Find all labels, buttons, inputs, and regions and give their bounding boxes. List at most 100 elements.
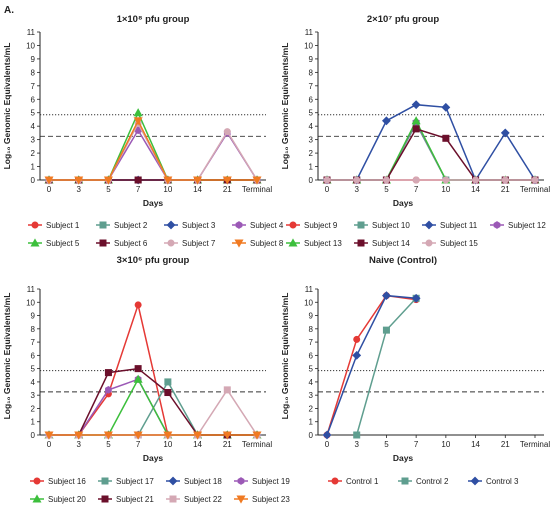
legend-item: Subject 2 xyxy=(96,221,148,230)
data-point xyxy=(382,116,391,126)
series-control-1 xyxy=(323,292,420,439)
x-tick-label: 7 xyxy=(414,440,419,449)
series-line xyxy=(49,119,257,181)
plot-layer: 0 1 2 3 4 5 6 7 8 9 10 11 0 3 5 7 10 14 21 Terminal xyxy=(304,285,550,449)
y-tick-label: 2 xyxy=(309,404,314,413)
y-tick-label: 11 xyxy=(305,28,314,37)
legend-label: Control 3 xyxy=(486,477,519,486)
x-axis-label: Days xyxy=(143,198,164,208)
x-tick-label: 5 xyxy=(384,185,389,194)
series-line xyxy=(49,302,257,436)
data-point xyxy=(193,431,203,440)
legend-marker xyxy=(357,221,365,229)
legend-item: Subject 21 xyxy=(98,495,154,504)
y-tick-label: 0 xyxy=(309,176,314,185)
x-tick-label: 7 xyxy=(414,185,419,194)
data-point xyxy=(105,386,112,394)
x-tick-label: 5 xyxy=(384,440,389,449)
series-subject-11 xyxy=(322,100,540,185)
legend-item: Subject 7 xyxy=(164,239,216,248)
legend-item: Subject 22 xyxy=(166,495,222,504)
y-tick-label: 4 xyxy=(31,378,36,387)
data-point xyxy=(133,431,143,440)
x-tick-label: 0 xyxy=(47,440,52,449)
y-tick-label: 3 xyxy=(31,391,36,400)
series-line xyxy=(327,119,535,181)
legend-label: Subject 13 xyxy=(304,239,342,248)
legend: Subject 9 Subject 10 Subject 11 Subject 12 S… xyxy=(286,220,546,248)
plot-layer: 0 1 2 3 4 5 6 7 8 9 10 11 0 3 5 7 10 14 21 Terminal xyxy=(26,285,272,449)
data-point xyxy=(411,100,421,110)
legend-marker xyxy=(168,476,178,486)
data-point xyxy=(441,102,451,112)
y-tick-label: 3 xyxy=(31,136,36,145)
data-point xyxy=(164,389,172,397)
y-axis-label: Log₁₀ Genomic Equivalents/mL xyxy=(280,43,290,170)
y-tick-label: 0 xyxy=(31,431,36,440)
y-tick-label: 11 xyxy=(27,28,36,37)
data-point xyxy=(501,176,509,184)
x-tick-label: 3 xyxy=(76,440,81,449)
y-tick-label: 1 xyxy=(31,418,36,427)
legend-marker xyxy=(401,477,409,485)
series-control-2 xyxy=(353,294,420,439)
y-tick-label: 10 xyxy=(304,298,313,307)
data-point xyxy=(252,176,262,185)
y-tick-label: 5 xyxy=(31,365,36,374)
legend-label: Subject 12 xyxy=(508,221,546,230)
legend-marker xyxy=(289,221,297,229)
y-tick-label: 0 xyxy=(309,431,314,440)
series-subject-15 xyxy=(323,176,539,184)
y-tick-label: 7 xyxy=(31,82,36,91)
data-point xyxy=(223,128,231,136)
chart-title: 3×10⁶ pfu group xyxy=(117,255,190,266)
legend-item: Subject 6 xyxy=(96,239,148,248)
y-tick-label: 8 xyxy=(309,325,314,334)
legend-marker xyxy=(235,221,243,229)
data-point xyxy=(500,128,510,138)
y-tick-label: 2 xyxy=(31,404,36,413)
legend-item: Subject 12 xyxy=(490,221,546,230)
chart-title: 2×10⁷ pfu group xyxy=(367,14,439,25)
y-tick-label: 11 xyxy=(305,285,314,294)
y-axis-label: Log₁₀ Genomic Equivalents/mL xyxy=(280,293,290,420)
data-point xyxy=(222,431,232,440)
y-tick-label: 11 xyxy=(27,285,36,294)
series-subject-16 xyxy=(45,301,261,439)
legend-label: Subject 14 xyxy=(372,239,410,248)
series-line xyxy=(326,294,417,436)
y-tick-label: 1 xyxy=(309,163,314,172)
x-tick-label: 10 xyxy=(163,440,172,449)
x-tick-label: 21 xyxy=(223,185,232,194)
data-point xyxy=(222,176,232,185)
panel-label: A. xyxy=(4,5,14,16)
legend-label: Control 2 xyxy=(416,477,449,486)
data-point xyxy=(382,291,391,301)
legend-marker xyxy=(357,239,365,247)
data-point xyxy=(322,430,332,440)
x-tick-label: 14 xyxy=(471,440,480,449)
y-tick-label: 2 xyxy=(31,149,36,158)
data-point xyxy=(411,116,421,125)
legend-marker xyxy=(288,238,298,247)
series-subject-5 xyxy=(44,108,262,184)
series-subject-22 xyxy=(45,386,261,439)
y-axis-label: Log₁₀ Genomic Equivalents/mL xyxy=(2,43,12,170)
data-point xyxy=(412,176,420,184)
data-point xyxy=(353,335,361,343)
data-point xyxy=(163,176,173,185)
legend-marker xyxy=(99,221,107,229)
x-tick-label: 21 xyxy=(501,440,510,449)
series-subject-20 xyxy=(44,374,262,439)
x-tick-label: 7 xyxy=(136,185,141,194)
x-tick-label: 10 xyxy=(441,185,450,194)
legend-label: Subject 15 xyxy=(440,239,478,248)
y-tick-label: 3 xyxy=(309,136,314,145)
data-point xyxy=(193,176,203,185)
x-tick-label: 14 xyxy=(193,440,202,449)
data-point xyxy=(104,369,112,377)
legend-item: Subject 11 xyxy=(422,220,478,230)
legend-marker xyxy=(166,220,176,230)
y-tick-label: 7 xyxy=(31,338,36,347)
y-tick-label: 0 xyxy=(31,176,36,185)
